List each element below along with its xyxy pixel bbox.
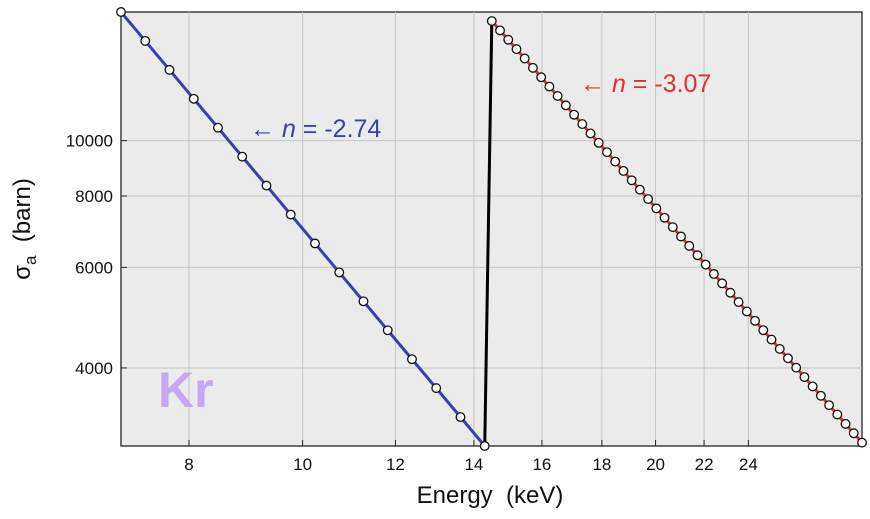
data-point-series-2	[560, 100, 571, 111]
data-point-series-2	[634, 184, 645, 195]
data-point-series-1	[334, 267, 345, 278]
data-point-series-2	[758, 325, 769, 336]
data-point-series-2	[503, 34, 514, 45]
data-point-series-2	[667, 222, 678, 233]
y-tick-labels: 4000 6000 8000 10000	[66, 132, 113, 378]
y-axis-unit: (barn)	[9, 178, 36, 242]
series-points	[116, 7, 867, 451]
data-point-series-2	[717, 278, 728, 289]
data-point-series-2	[676, 231, 686, 242]
x-tick-label: 10	[293, 455, 312, 474]
data-point-series-2	[725, 287, 736, 298]
data-point-series-1	[431, 383, 442, 394]
annotation-series-1: ← n = -2.74	[250, 115, 381, 143]
data-point-series-2	[519, 53, 530, 64]
y-tick-label: 10000	[66, 132, 113, 151]
data-point-series-2	[569, 109, 580, 120]
data-point-series-2	[766, 334, 777, 345]
data-point-series-2	[832, 409, 843, 420]
annotation-1-prefix: ←	[250, 115, 282, 143]
x-tick-label: 20	[646, 455, 665, 474]
data-point-series-2	[708, 269, 719, 279]
data-point-series-2	[511, 44, 522, 55]
data-point-series-2	[552, 91, 563, 101]
x-tick-label: 16	[532, 455, 551, 474]
x-tick-label: 12	[386, 455, 405, 474]
x-axis-label: Energy (keV)	[417, 482, 564, 509]
data-point-series-2	[527, 62, 538, 73]
annotation-1-value: = -2.74	[296, 115, 382, 143]
data-point-series-1	[237, 151, 248, 162]
data-point-series-2	[610, 156, 621, 167]
data-point-series-1	[358, 296, 369, 307]
data-point-series-2	[774, 343, 785, 354]
data-point-series-2	[741, 306, 752, 317]
data-point-series-1	[310, 238, 320, 249]
data-point-series-2	[684, 240, 695, 251]
x-tick-label: 8	[184, 455, 193, 474]
data-point-series-1	[140, 35, 151, 46]
annotation-2-prefix: ←	[580, 70, 612, 98]
data-point-series-1	[261, 180, 272, 191]
x-tick-label: 22	[695, 455, 714, 474]
absorption-edge-line	[483, 20, 494, 447]
data-point-series-2	[807, 381, 818, 392]
data-point-series-2	[692, 250, 703, 261]
data-point-series-2	[651, 203, 662, 214]
data-point-series-1	[213, 122, 223, 133]
data-point-series-2	[783, 353, 793, 364]
data-point-series-1	[479, 441, 490, 451]
data-point-series-1	[188, 93, 199, 104]
data-point-series-2	[659, 212, 670, 223]
data-point-series-2	[733, 297, 744, 308]
data-point-series-2	[585, 128, 596, 139]
data-point-series-2	[618, 165, 629, 176]
data-point-series-1	[164, 64, 175, 75]
y-axis-sigma: σ	[9, 265, 36, 280]
data-point-series-2	[824, 400, 835, 411]
x-tick-label: 24	[739, 455, 758, 474]
data-point-series-1	[116, 7, 126, 17]
data-point-series-2	[593, 137, 604, 148]
data-point-series-2	[643, 194, 654, 204]
data-point-series-2	[848, 428, 859, 439]
data-point-series-1	[382, 325, 393, 336]
annotation-2-value: = -3.07	[626, 70, 711, 98]
data-point-series-1	[285, 209, 296, 220]
data-point-series-2	[750, 315, 761, 326]
data-point-series-2	[602, 147, 612, 158]
series-line-1	[119, 11, 486, 447]
data-point-series-2	[577, 119, 588, 130]
y-tick-label: 6000	[75, 258, 113, 277]
x-tick-label: 14	[464, 455, 483, 474]
annotation-2-n: n	[612, 70, 626, 98]
grid-lines	[121, 12, 862, 446]
data-point-series-2	[486, 16, 497, 26]
annotation-1-n: n	[282, 115, 296, 143]
data-point-series-2	[700, 259, 711, 270]
series-line-2	[490, 20, 864, 444]
data-point-series-2	[791, 362, 802, 373]
x-tick-labels: 8 10 12 14 16 18 20 22 24	[184, 455, 758, 474]
y-tick-label: 4000	[75, 359, 113, 378]
data-point-series-2	[626, 175, 637, 186]
x-tick-label: 18	[592, 455, 611, 474]
data-point-series-2	[544, 81, 555, 92]
data-point-series-2	[495, 25, 505, 36]
series-lines	[119, 11, 864, 447]
data-point-series-2	[840, 418, 851, 429]
data-point-series-1	[455, 412, 466, 423]
annotation-series-2: ← n = -3.07	[580, 70, 711, 98]
data-point-series-1	[407, 354, 417, 365]
element-label: Kr	[158, 362, 214, 418]
y-axis-label: σa (barn)	[9, 178, 40, 280]
y-axis-subscript: a	[21, 255, 40, 265]
data-point-series-2	[536, 72, 547, 83]
data-point-series-2	[815, 390, 826, 401]
data-point-series-2	[799, 372, 810, 382]
data-point-series-2	[857, 437, 867, 448]
y-tick-label: 8000	[75, 187, 113, 206]
